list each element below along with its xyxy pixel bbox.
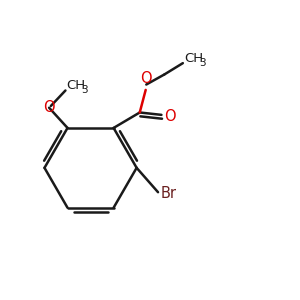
Text: O: O [164,110,176,124]
Text: 3: 3 [82,85,88,95]
Text: 3: 3 [200,58,206,68]
Text: CH: CH [66,79,85,92]
Text: O: O [43,100,55,115]
Text: CH: CH [184,52,203,65]
Text: Br: Br [161,186,177,201]
Text: O: O [140,71,152,86]
